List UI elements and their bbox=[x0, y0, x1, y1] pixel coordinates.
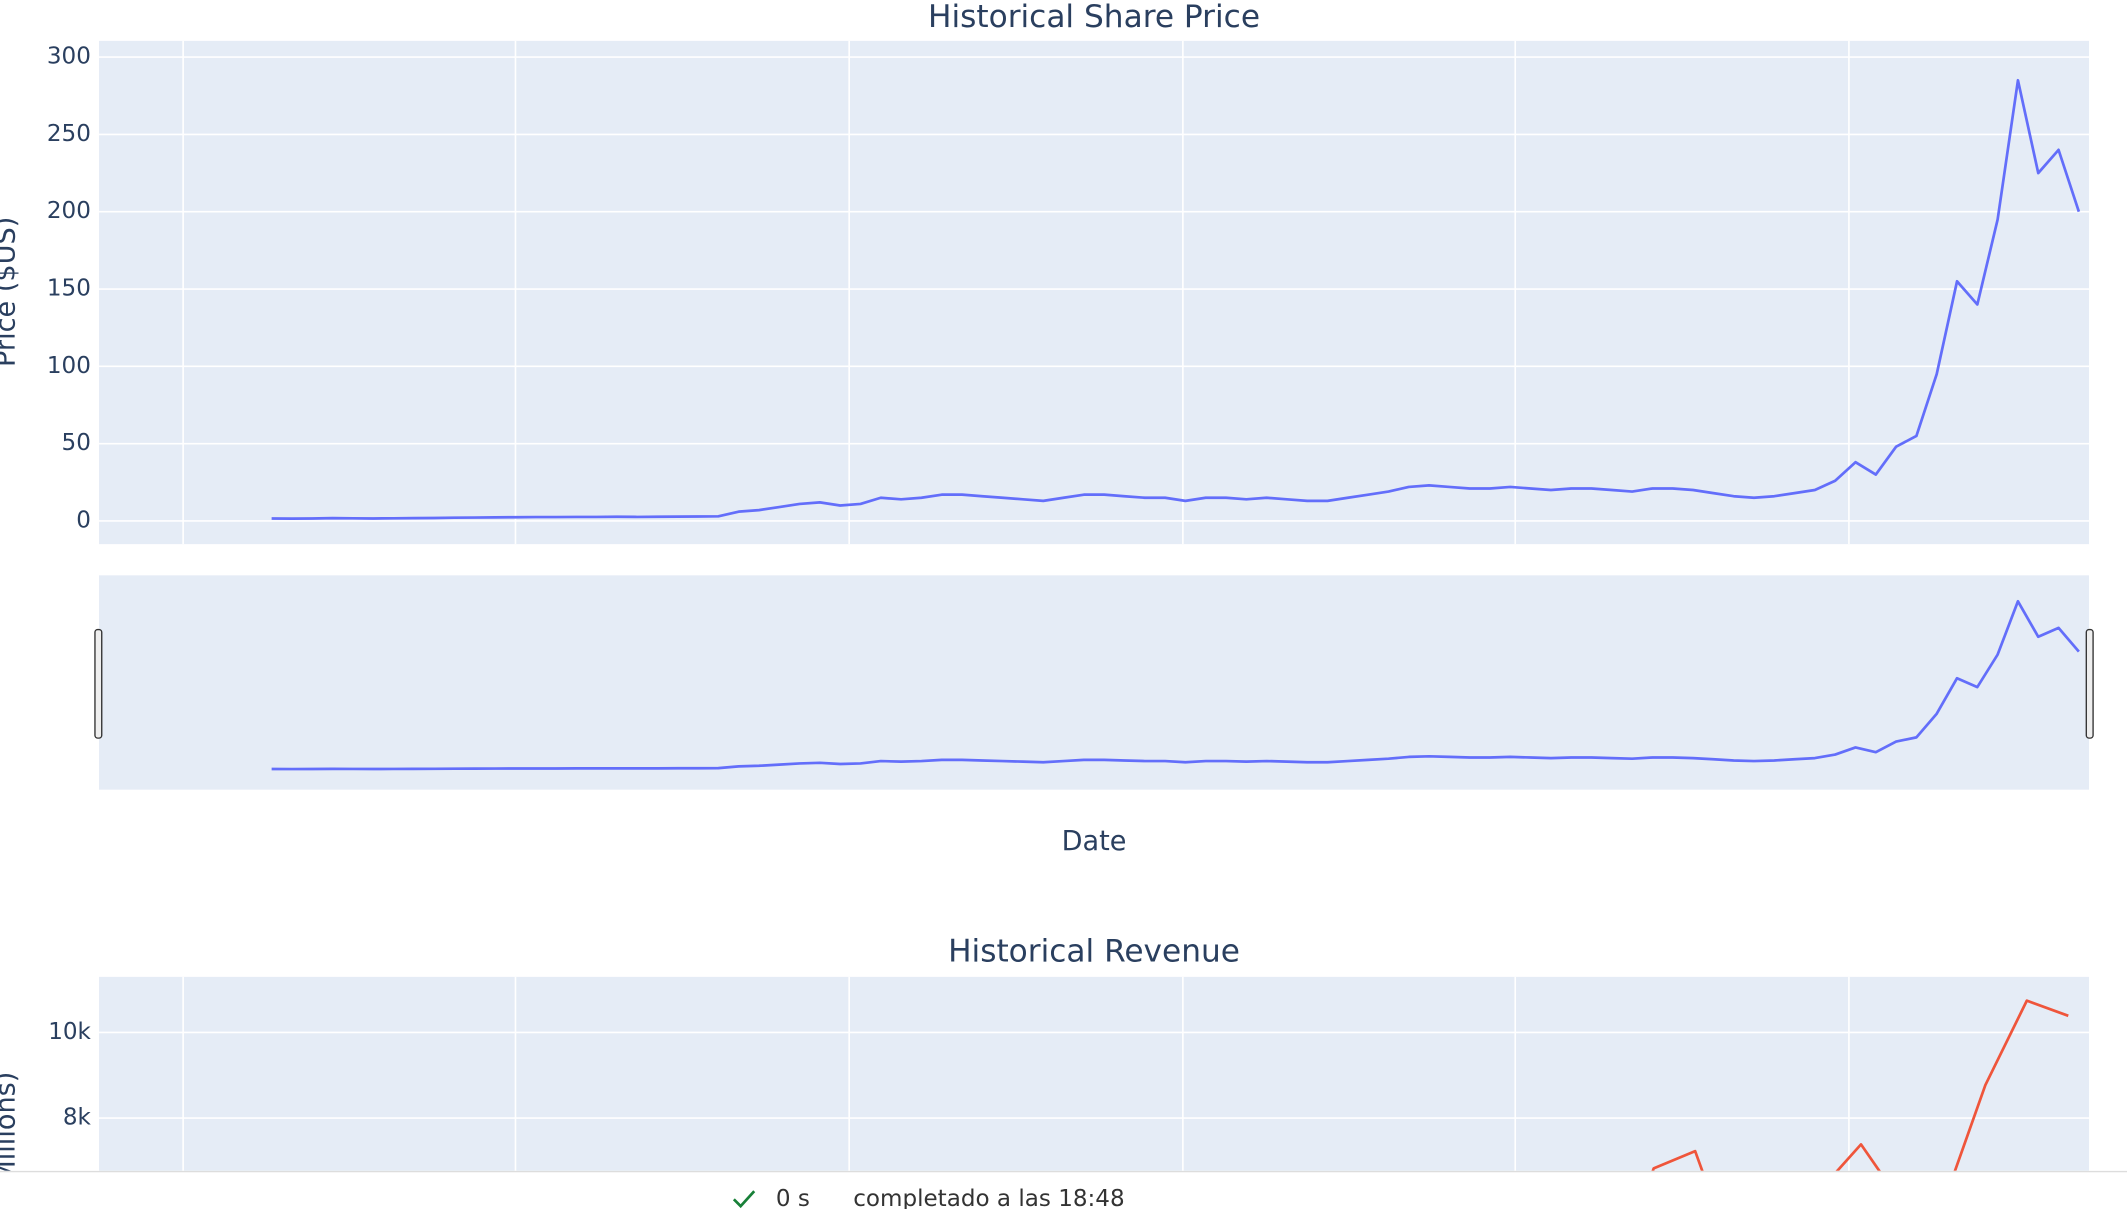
chart-title: Historical Revenue bbox=[948, 933, 1240, 969]
y-tick-label: 150 bbox=[47, 276, 91, 302]
y-tick-label: 250 bbox=[47, 121, 91, 147]
range-slider bbox=[99, 575, 2090, 790]
status-message: completado a las 18:48 bbox=[853, 1186, 1124, 1209]
y-tick-label: 10k bbox=[48, 1019, 91, 1045]
range-slider-line bbox=[271, 599, 2080, 771]
plot-area bbox=[99, 40, 2090, 545]
chart-title: Historical Share Price bbox=[928, 0, 1260, 35]
range-slider-handle bbox=[94, 628, 103, 739]
y-tick-label: 50 bbox=[62, 430, 91, 456]
duration: 0 s bbox=[776, 1186, 810, 1209]
y-tick-label: 8k bbox=[63, 1105, 92, 1131]
line bbox=[1651, 999, 2069, 1171]
y-tick-label: 0 bbox=[76, 507, 91, 533]
y-tick-label: 200 bbox=[47, 198, 91, 224]
status-bar: 0 s completado a las 18:48 bbox=[0, 1170, 2127, 1209]
check-icon bbox=[732, 1190, 756, 1209]
plot-area bbox=[99, 976, 2090, 1171]
status-bar-bg bbox=[0, 1170, 2127, 1209]
x-axis-label: Date bbox=[1062, 826, 1127, 857]
y-tick-label: 300 bbox=[47, 44, 91, 70]
y-tick-label: 100 bbox=[47, 353, 91, 379]
y-axis-label: Price ($US) bbox=[0, 217, 21, 367]
range-slider-handle bbox=[2085, 628, 2094, 739]
y-axis-label: Revenue ($US Millions) bbox=[0, 1072, 21, 1209]
line bbox=[271, 78, 2081, 520]
